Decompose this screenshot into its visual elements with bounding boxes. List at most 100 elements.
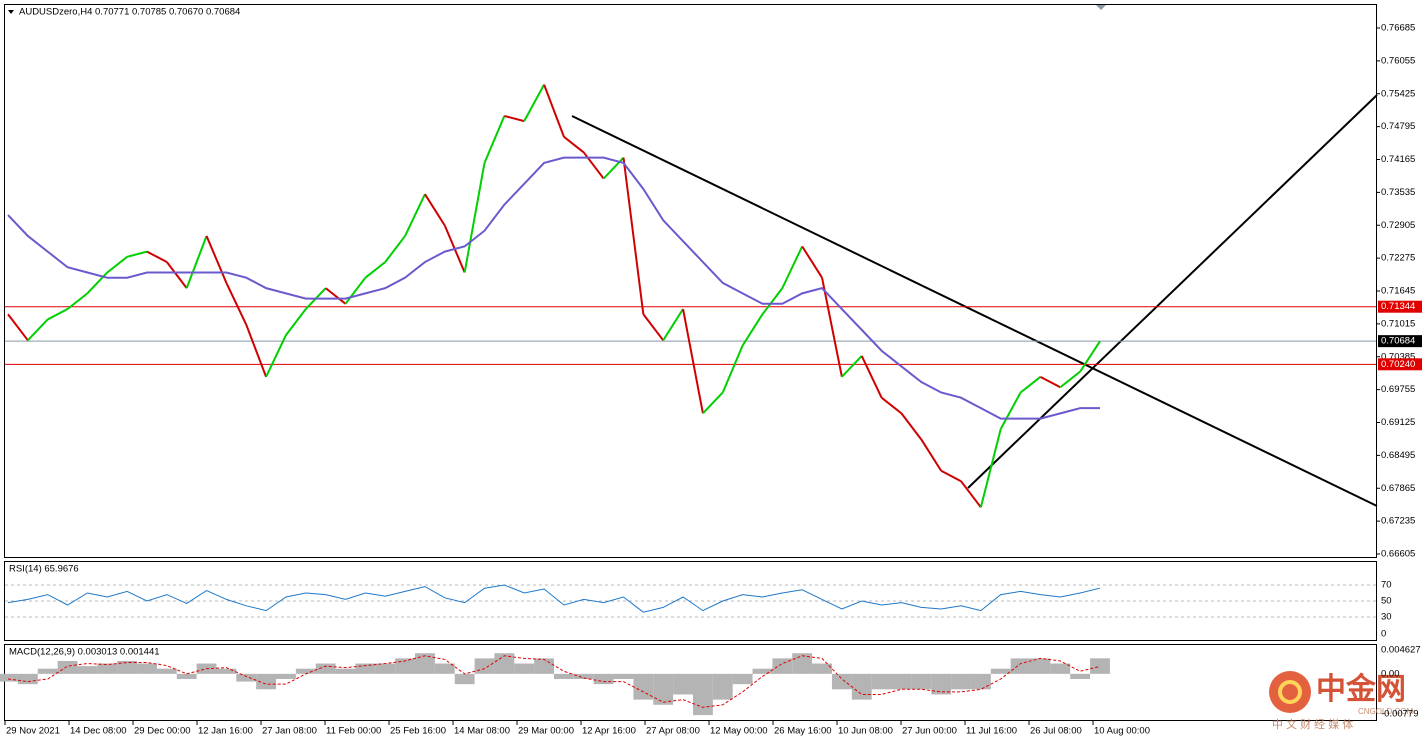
price-segment [702,391,724,415]
price-tag: 0.70684 [1381,336,1415,347]
price-segment [979,428,1002,508]
price-segment [821,277,843,378]
price-segment [245,324,268,378]
y-tick-label: 0.76685 [1381,23,1415,34]
price-segment [622,157,645,315]
x-tick-label: 11 Feb 00:00 [326,726,381,737]
trendline-down[interactable] [571,115,1378,507]
macd-bar [276,673,296,680]
y-tick-label: 0.66605 [1381,549,1415,560]
menu-arrow[interactable] [8,10,14,14]
macd-bar [97,663,118,674]
macd-bar [137,663,157,674]
price-segment [1059,370,1081,389]
macd-bar [732,673,753,685]
rsi-line [7,584,1101,613]
symbol-header: AUDUSDzero,H4 0.70771 0.70785 0.70670 0.… [19,7,240,18]
y-tick-label: 0.72905 [1381,220,1415,231]
x-tick-label: 10 Aug 00:00 [1094,726,1150,737]
price-segment [364,261,386,279]
rsi-frame [4,561,1377,641]
price-segment [801,245,823,279]
macd-bar [851,673,872,700]
price-segment [7,313,29,341]
y-tick-label: 0.71015 [1381,318,1415,329]
price-segment [1079,340,1101,373]
macd-bar [37,668,58,674]
price-segment [781,245,804,289]
x-tick-label: 14 Mar 08:00 [454,726,510,737]
price-segment [384,235,406,263]
price-segment [523,84,545,122]
price-tag-bg [1378,358,1422,371]
x-tick-label: 14 Dec 08:00 [70,726,127,737]
macd-bar [156,668,177,674]
price-segment [225,282,248,326]
price-tag-bg [1378,335,1422,348]
macd-bar [454,673,475,685]
macd-bar [911,673,932,690]
macd-bar [1010,658,1031,674]
price-tag: 0.71344 [1381,301,1415,312]
macd-bar [891,673,912,690]
x-tick-label: 27 Jun 00:00 [902,726,957,737]
macd-bar [117,660,138,674]
price-segment [721,345,744,393]
rsi-tick-label: 0 [1381,629,1386,640]
x-tick-label: 12 Apr 16:00 [582,726,636,737]
y-tick-label: 0.71645 [1381,286,1415,297]
macd-bar [534,658,554,674]
x-tick-label: 10 Jun 08:00 [838,726,893,737]
price-segment [920,438,943,472]
price-segment [741,313,764,347]
rsi-tick-label: 50 [1381,596,1392,607]
macd-bar [415,653,435,674]
price-segment [662,308,684,341]
price-segment [999,392,1022,430]
price-segment [860,355,883,399]
price-segment [504,114,525,123]
price-segment [563,136,585,154]
price-segment [424,193,446,227]
macd-bar [593,673,614,685]
y-tick-label: 0.75425 [1381,88,1415,99]
trendline-up[interactable] [967,94,1378,489]
macd-bar [752,668,773,674]
macd-bar [812,663,832,674]
price-segment [285,308,307,336]
macd-signal [7,655,1101,708]
macd-bar [315,663,336,674]
macd-bar [17,673,38,685]
macd-bar [1030,658,1051,674]
x-tick-label: 27 Jan 08:00 [262,726,317,737]
price-segment [106,256,128,274]
price-segment [166,261,188,289]
macd-bar [375,663,396,674]
rsi-tick-label: 30 [1381,612,1392,623]
y-tick-label: 0.76055 [1381,55,1415,66]
price-segment [543,84,565,138]
logo-circle [1269,671,1311,713]
price-segment [880,396,903,415]
price-segment [205,235,228,284]
macd-bar [931,673,952,695]
x-tick-label: 29 Mar 00:00 [518,726,574,737]
x-tick-label: 25 Feb 16:00 [390,726,446,737]
macd-bar [236,673,257,682]
y-tick-label: 0.72275 [1381,253,1415,264]
price-segment [1039,375,1061,389]
price-segment [265,334,287,378]
price-segment [940,469,962,483]
price-tag: 0.70240 [1381,359,1415,370]
macd-bar [434,663,455,674]
x-tick-label: 11 Jul 16:00 [966,726,1017,737]
macd-bar [990,668,1011,674]
price-segment [761,287,784,315]
y-tick-label: 0.73535 [1381,187,1415,198]
macd-frame [4,644,1377,721]
macd-bar [573,673,594,680]
rsi-tick-label: 70 [1381,580,1392,591]
y-tick-label: 0.70385 [1381,351,1415,362]
price-segment [185,235,208,289]
